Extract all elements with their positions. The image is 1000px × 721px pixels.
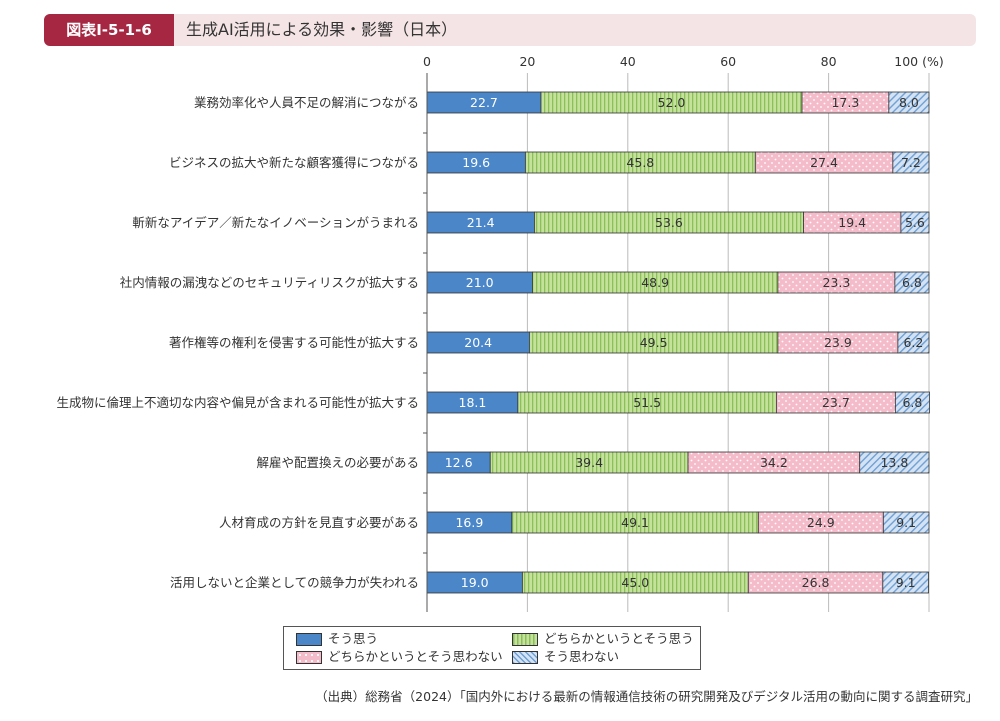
bar-segment (897, 331, 930, 354)
data-label: 9.1 (896, 515, 916, 530)
data-label: 21.0 (466, 275, 494, 290)
data-label: 26.8 (802, 575, 830, 590)
data-label: 34.2 (760, 455, 788, 470)
data-label: 45.0 (621, 575, 649, 590)
x-tick-label: 40 (620, 54, 636, 69)
bar-segment (894, 271, 930, 294)
category-label: 活用しないと企業としての競争力が失われる (170, 575, 419, 590)
data-label: 53.6 (655, 215, 683, 230)
data-label: 49.1 (621, 515, 649, 530)
data-label: 22.7 (470, 95, 498, 110)
figure-id-badge: 図表Ⅰ-5-1-6 (44, 14, 174, 46)
data-label: 6.2 (903, 335, 923, 350)
data-label: 48.9 (641, 275, 669, 290)
bar-segment (888, 91, 930, 114)
legend-label: どちらかというとそう思う (544, 631, 694, 646)
data-label: 23.9 (824, 335, 852, 350)
category-label: 解雇や配置換えの必要がある (256, 455, 419, 470)
data-label: 21.4 (467, 215, 495, 230)
legend-label: そう思わない (544, 649, 620, 664)
data-label: 18.1 (459, 395, 487, 410)
legend-swatch-somewhat-agree (512, 633, 538, 646)
data-label: 45.8 (626, 155, 654, 170)
data-label: 19.4 (838, 215, 866, 230)
data-label: 20.4 (464, 335, 492, 350)
data-label: 52.0 (658, 95, 686, 110)
data-label: 5.6 (905, 215, 925, 230)
category-label: 生成物に倫理上不適切な内容や偏見が含まれる可能性が拡大する (56, 395, 419, 410)
data-label: 39.4 (575, 455, 603, 470)
x-tick-label: 80 (821, 54, 837, 69)
source-note: （出典）総務省（2024）「国内外における最新の情報通信技術の研究開発及びデジタ… (315, 689, 978, 704)
chart-legend: そう思う どちらかというとそう思う どちらかというとそう思わない そう思わない (283, 626, 701, 670)
data-label: 6.8 (902, 275, 922, 290)
data-label: 17.3 (831, 95, 859, 110)
data-label: 24.9 (807, 515, 835, 530)
data-label: 13.8 (880, 455, 908, 470)
bar-segment (882, 571, 929, 594)
bar-segment (859, 451, 930, 474)
data-label: 23.7 (822, 395, 850, 410)
data-label: 19.6 (462, 155, 490, 170)
data-label: 27.4 (810, 155, 838, 170)
x-tick-label: 60 (720, 54, 736, 69)
category-label: 社内情報の漏洩などのセキュリティリスクが拡大する (120, 275, 419, 290)
legend-swatch-disagree (512, 651, 538, 664)
figure-header: 図表Ⅰ-5-1-6 生成AI活用による効果・影響（日本） (44, 14, 976, 46)
data-label: 51.5 (633, 395, 661, 410)
bar-segment (900, 211, 930, 234)
data-label: 49.5 (640, 335, 668, 350)
data-label: 9.1 (896, 575, 916, 590)
figure-title: 生成AI活用による効果・影響（日本） (186, 20, 458, 39)
bar-segment (882, 511, 930, 534)
data-label: 6.8 (902, 395, 922, 410)
legend-swatch-agree (296, 633, 322, 646)
legend-swatch-somewhat-disagree (296, 651, 322, 664)
data-label: 8.0 (899, 95, 919, 110)
data-label: 19.0 (461, 575, 489, 590)
x-tick-label: 100 (%) (894, 54, 943, 69)
category-label: 人材育成の方針を見直す必要がある (219, 515, 419, 530)
bar-segment (892, 151, 930, 174)
data-label: 7.2 (901, 155, 921, 170)
legend-label: どちらかというとそう思わない (328, 649, 503, 664)
category-label: 斬新なアイデア／新たなイノベーションがうまれる (132, 215, 419, 230)
category-label: 著作権等の権利を侵害する可能性が拡大する (169, 335, 419, 350)
category-label: 業務効率化や人員不足の解消につながる (194, 95, 419, 110)
data-label: 16.9 (455, 515, 483, 530)
x-tick-label: 0 (423, 54, 431, 69)
bar-segment (894, 391, 930, 414)
data-label: 12.6 (445, 455, 473, 470)
data-label: 23.3 (822, 275, 850, 290)
legend-label: そう思う (328, 631, 379, 646)
x-tick-label: 20 (519, 54, 535, 69)
category-label: ビジネスの拡大や新たな顧客獲得につながる (169, 155, 419, 170)
